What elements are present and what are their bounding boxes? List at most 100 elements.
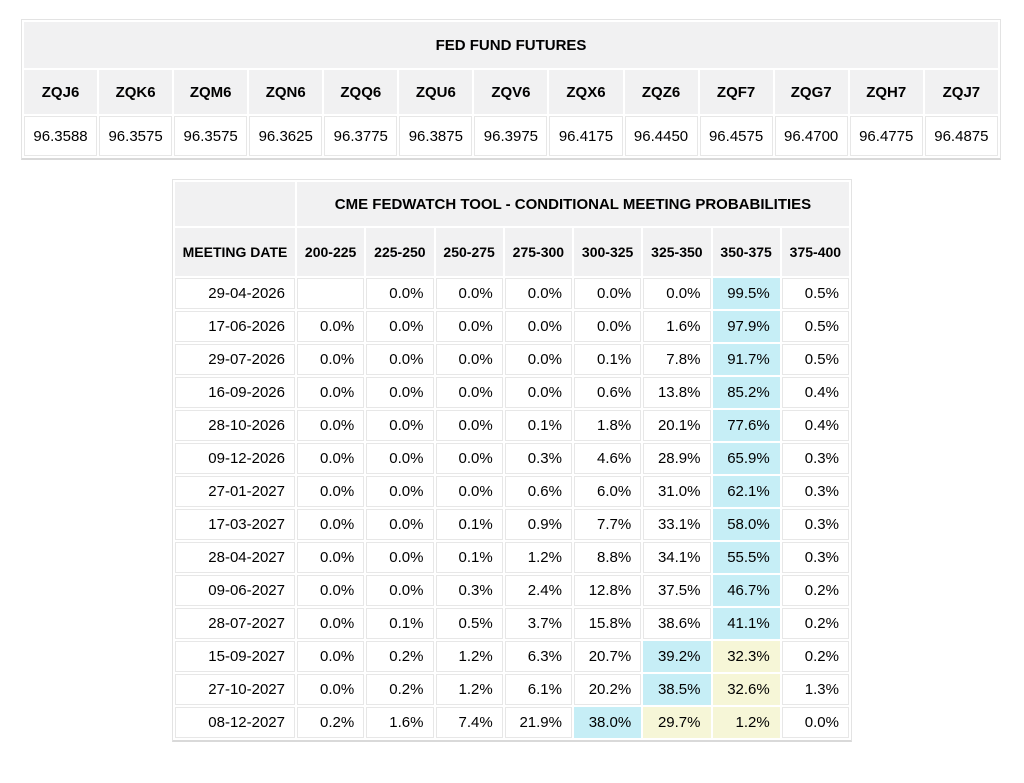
futures-contract-header: ZQM6 — [174, 70, 248, 114]
fedwatch-row: 29-04-2026 0.0% 0.0% 0.0% 0.0% 0.0% 99.5% 0.5% — [175, 278, 849, 309]
probability-cell: 0.3% — [435, 575, 503, 606]
probability-cell: 0.0% — [366, 443, 434, 474]
probability-cell: 0.2% — [366, 674, 434, 705]
probability-cell: 0.0% — [297, 377, 365, 408]
probability-cell: 0.2% — [781, 575, 849, 606]
probability-cell: 0.0% — [297, 542, 365, 573]
probability-cell: 0.0% — [366, 311, 434, 342]
futures-contract-header: ZQG7 — [774, 70, 848, 114]
futures-contract-header: ZQU6 — [399, 70, 473, 114]
probability-cell: 55.5% — [712, 542, 780, 573]
futures-price-cell: 96.3975 — [474, 116, 548, 156]
probability-cell: 0.0% — [297, 476, 365, 507]
probability-cell: 2.4% — [504, 575, 572, 606]
probability-cell: 20.7% — [574, 641, 642, 672]
futures-contract-header: ZQV6 — [474, 70, 548, 114]
probability-cell: 0.5% — [781, 278, 849, 309]
probability-cell: 0.5% — [781, 311, 849, 342]
probability-cell: 0.3% — [781, 476, 849, 507]
probability-cell: 0.0% — [643, 278, 711, 309]
probability-cell: 38.0% — [574, 707, 642, 738]
probability-cell: 0.3% — [781, 443, 849, 474]
probability-cell: 6.3% — [504, 641, 572, 672]
probability-cell: 0.0% — [297, 608, 365, 639]
probability-cell: 0.1% — [435, 509, 503, 540]
probability-cell: 6.1% — [504, 674, 572, 705]
meeting-date-cell: 27-10-2027 — [175, 674, 295, 705]
probability-cell: 0.6% — [574, 377, 642, 408]
probability-cell: 0.1% — [574, 344, 642, 375]
probability-cell: 0.6% — [504, 476, 572, 507]
probability-cell: 0.0% — [297, 641, 365, 672]
probability-cell: 0.0% — [366, 410, 434, 441]
probability-cell: 20.2% — [574, 674, 642, 705]
fed-fund-futures-table: FED FUND FUTURES ZQJ6 ZQK6 ZQM6 ZQN6 ZQQ6 ZQU… — [21, 19, 1001, 160]
probability-cell: 7.8% — [643, 344, 711, 375]
probability-cell: 0.0% — [297, 443, 365, 474]
fedwatch-row: 27-01-2027 0.0% 0.0% 0.0% 0.6% 6.0% 31.0% 62.1%… — [175, 476, 849, 507]
meeting-date-cell: 15-09-2027 — [175, 641, 295, 672]
probability-cell: 0.4% — [781, 410, 849, 441]
probability-cell: 0.0% — [366, 542, 434, 573]
futures-price-cell: 96.4775 — [849, 116, 923, 156]
rate-range-header: 375-400 — [781, 228, 849, 276]
futures-price-cell: 96.4450 — [624, 116, 698, 156]
meeting-date-cell: 09-12-2026 — [175, 443, 295, 474]
probability-cell: 0.3% — [781, 542, 849, 573]
probability-cell: 0.2% — [781, 641, 849, 672]
fedwatch-row: 28-10-2026 0.0% 0.0% 0.0% 0.1% 1.8% 20.1% 77.6%… — [175, 410, 849, 441]
probability-cell: 0.0% — [297, 410, 365, 441]
futures-title: FED FUND FUTURES — [24, 22, 998, 68]
probability-cell: 0.2% — [366, 641, 434, 672]
rate-range-header: 325-350 — [643, 228, 711, 276]
probability-cell: 0.0% — [504, 311, 572, 342]
probability-cell: 0.0% — [366, 344, 434, 375]
meeting-date-cell: 16-09-2026 — [175, 377, 295, 408]
probability-cell: 0.0% — [435, 443, 503, 474]
probability-cell: 0.1% — [366, 608, 434, 639]
probability-cell: 12.8% — [574, 575, 642, 606]
probability-cell: 41.1% — [712, 608, 780, 639]
probability-cell: 99.5% — [712, 278, 780, 309]
probability-cell: 31.0% — [643, 476, 711, 507]
fedwatch-row: 17-06-2026 0.0% 0.0% 0.0% 0.0% 0.0% 1.6% 97.9% 0… — [175, 311, 849, 342]
probability-cell: 6.0% — [574, 476, 642, 507]
probability-cell: 1.6% — [643, 311, 711, 342]
meeting-date-cell: 28-04-2027 — [175, 542, 295, 573]
probability-cell: 0.0% — [504, 278, 572, 309]
rate-range-header: 300-325 — [574, 228, 642, 276]
fedwatch-row: 09-12-2026 0.0% 0.0% 0.0% 0.3% 4.6% 28.9% 65.9%… — [175, 443, 849, 474]
futures-contract-header: ZQK6 — [99, 70, 173, 114]
probability-cell: 77.6% — [712, 410, 780, 441]
futures-contract-header: ZQH7 — [849, 70, 923, 114]
meeting-date-cell: 29-04-2026 — [175, 278, 295, 309]
futures-price-cell: 96.3588 — [24, 116, 98, 156]
probability-cell: 0.0% — [574, 278, 642, 309]
probability-cell: 0.1% — [435, 542, 503, 573]
rate-range-header: 250-275 — [435, 228, 503, 276]
probability-cell: 0.1% — [504, 410, 572, 441]
probability-cell: 0.0% — [366, 476, 434, 507]
probability-cell: 1.3% — [781, 674, 849, 705]
probability-cell: 34.1% — [643, 542, 711, 573]
probability-cell: 39.2% — [643, 641, 711, 672]
probability-cell: 0.5% — [781, 344, 849, 375]
futures-price-cell: 96.3575 — [99, 116, 173, 156]
probability-cell: 0.2% — [297, 707, 365, 738]
futures-price-cell: 96.3875 — [399, 116, 473, 156]
fedwatch-row: 16-09-2026 0.0% 0.0% 0.0% 0.0% 0.6% 13.8% 85.2%… — [175, 377, 849, 408]
probability-cell: 1.2% — [435, 641, 503, 672]
futures-contract-header: ZQJ7 — [924, 70, 998, 114]
probability-cell: 15.8% — [574, 608, 642, 639]
probability-cell: 0.0% — [435, 410, 503, 441]
probability-cell: 28.9% — [643, 443, 711, 474]
probability-cell: 85.2% — [712, 377, 780, 408]
probability-cell: 29.7% — [643, 707, 711, 738]
meeting-date-cell: 17-06-2026 — [175, 311, 295, 342]
rate-range-header: 350-375 — [712, 228, 780, 276]
probability-cell: 1.2% — [504, 542, 572, 573]
rate-range-header: 275-300 — [504, 228, 572, 276]
fedwatch-row: 15-09-2027 0.0% 0.2% 1.2% 6.3% 20.7% 39.2% 32.3… — [175, 641, 849, 672]
probability-cell: 7.4% — [435, 707, 503, 738]
probability-cell: 1.2% — [435, 674, 503, 705]
